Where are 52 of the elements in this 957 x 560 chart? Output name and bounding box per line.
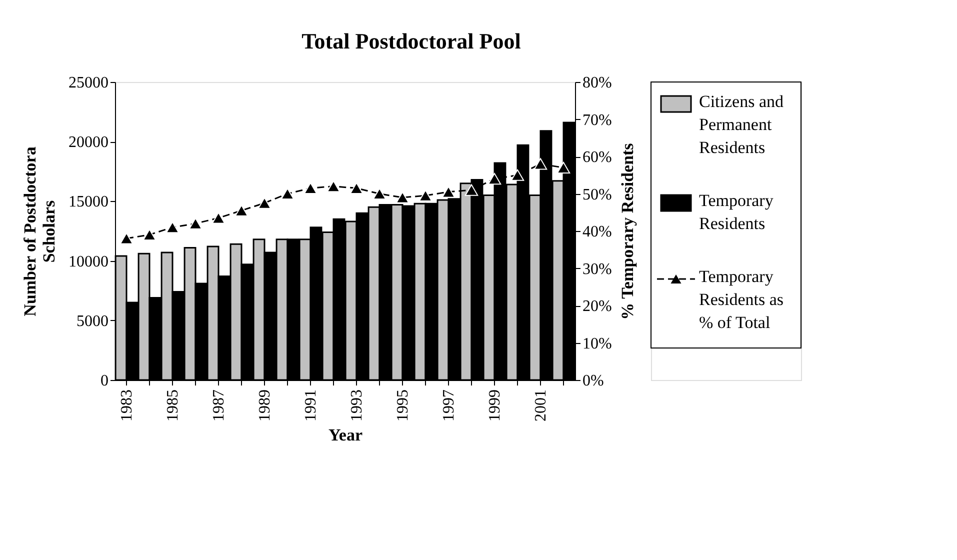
x-tick-label: 2001 <box>532 390 550 422</box>
x-tick-label: 1991 <box>302 390 320 422</box>
y-tick-label: 0 <box>100 372 108 390</box>
x-tick-label: 1995 <box>394 390 412 422</box>
point <box>120 232 134 244</box>
point <box>188 218 202 230</box>
y2-tick-label: 60% <box>582 149 612 166</box>
point <box>326 180 340 192</box>
point <box>372 188 386 200</box>
y-tick-label: 10000 <box>68 253 108 270</box>
point <box>350 182 364 194</box>
x-tick-label: 1989 <box>256 390 274 422</box>
x-tick-label: 1987 <box>210 390 228 422</box>
point <box>234 204 248 216</box>
x-tick-label: 1983 <box>118 390 136 422</box>
y-tick-label: 5000 <box>76 312 108 330</box>
legend-label: Temporary Residents as % of Total <box>699 267 784 332</box>
y2-axis-title: % Temporary Residents <box>618 142 637 320</box>
legend-label: Citizens and Permanent Residents <box>699 92 784 157</box>
point <box>166 221 180 234</box>
y2-tick-label: 40% <box>582 224 612 240</box>
y2-tick-label: 0% <box>582 372 604 390</box>
y2-tick-label: 70% <box>582 112 612 129</box>
point <box>142 228 156 241</box>
y2-tick-label: 30% <box>582 260 612 278</box>
x-axis-title: Year <box>328 426 363 444</box>
point <box>396 192 410 204</box>
y-tick-label: 15000 <box>68 194 108 211</box>
point <box>258 197 272 209</box>
point <box>280 188 294 200</box>
point <box>464 184 478 196</box>
point <box>304 182 318 194</box>
y-tick-label: 20000 <box>68 134 108 152</box>
legend-label: Temporary Residents <box>699 191 774 233</box>
y2-tick-label: 20% <box>582 298 612 315</box>
y2-tick-label: 50% <box>582 186 612 204</box>
point <box>212 212 226 224</box>
x-tick-label: 1997 <box>440 390 458 422</box>
x-tick-label: 1985 <box>164 390 182 422</box>
x-tick-label: 1999 <box>486 390 504 422</box>
x-tick-label: 1993 <box>348 390 366 422</box>
y2-tick-label: 10% <box>582 335 612 352</box>
point <box>510 169 524 181</box>
point <box>418 190 432 202</box>
point <box>488 173 502 185</box>
point <box>556 162 570 174</box>
y-tick-label: 25000 <box>68 74 108 92</box>
point <box>534 158 548 170</box>
chart-title: Total Postdoctoral Pool <box>302 28 521 54</box>
point <box>442 186 456 198</box>
y2-tick-label: 80% <box>582 74 612 92</box>
y-axis-title: Number of Postdoctora Scholars <box>20 146 58 316</box>
